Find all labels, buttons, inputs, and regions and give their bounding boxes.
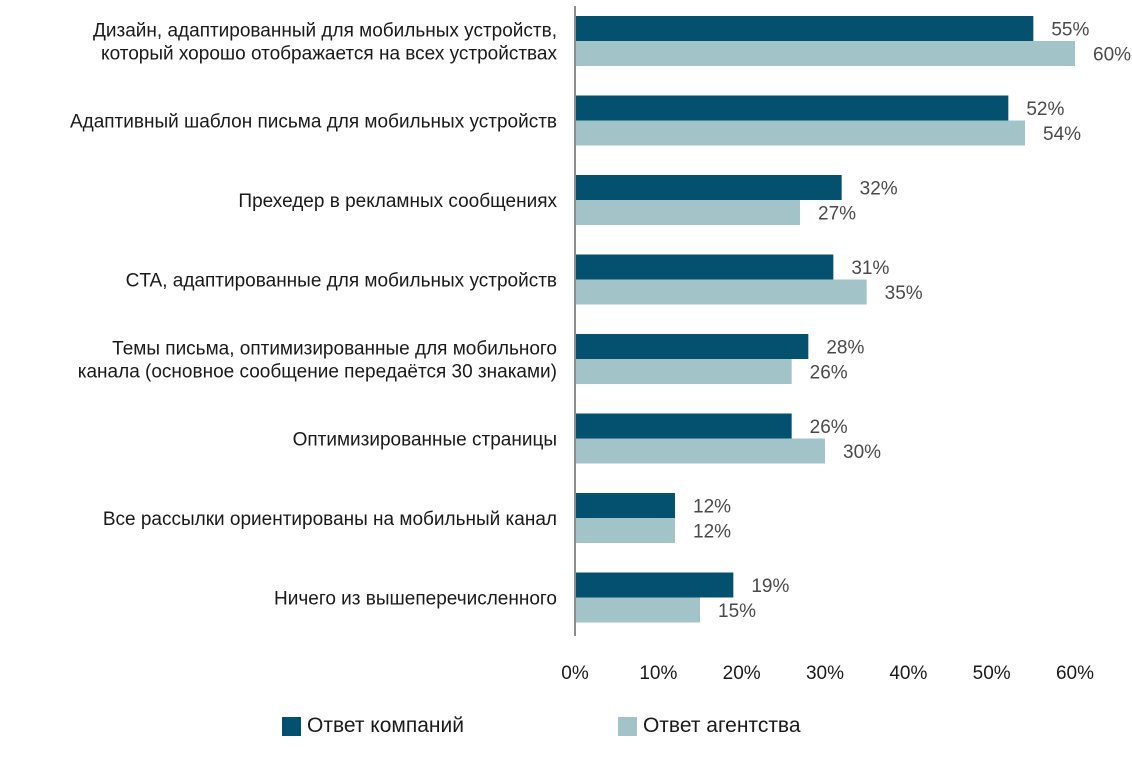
category-label-line: CTA, адаптированные для мобильных устрой…: [126, 271, 557, 292]
category-label-line: который хорошо отображается на всех устр…: [101, 44, 557, 65]
value-label-agency-0: 60%: [1093, 45, 1131, 66]
category-label-3: CTA, адаптированные для мобильных устрой…: [126, 271, 557, 292]
bar-agency-2: [575, 200, 800, 225]
category-label-7: Ничего из вышеперечисленного: [274, 589, 557, 610]
bar-agency-6: [575, 518, 675, 543]
bar-companies-5: [575, 413, 792, 439]
category-label-line: Темы письма, оптимизированные для мобиль…: [112, 339, 557, 360]
category-label-1: Адаптивный шаблон письма для мобильных у…: [70, 112, 557, 133]
category-label-6: Все рассылки ориентированы на мобильный …: [103, 509, 557, 530]
value-label-agency-6: 12%: [693, 522, 731, 543]
x-tick-label-4: 40%: [889, 663, 927, 684]
bar-companies-2: [575, 175, 842, 200]
x-tick-label-5: 50%: [973, 663, 1011, 684]
bar-companies-6: [575, 493, 675, 518]
x-tick-label-0: 0%: [561, 663, 589, 684]
legend-swatch-agency: [617, 716, 637, 736]
bar-agency-1: [575, 120, 1025, 146]
value-label-companies-6: 12%: [693, 497, 731, 518]
value-label-agency-1: 54%: [1043, 124, 1081, 145]
legend: Ответ компаний Ответ агентства: [282, 714, 801, 738]
legend-item-agency: Ответ агентства: [617, 714, 801, 738]
category-label-line: Дизайн, адаптированный для мобильных уст…: [93, 21, 557, 42]
value-label-agency-5: 30%: [843, 442, 881, 463]
category-label-5: Оптимизированные страницы: [293, 430, 557, 451]
value-label-companies-4: 28%: [826, 338, 864, 359]
category-label-line: Прехедер в рекламных сообщениях: [238, 191, 557, 212]
value-label-agency-7: 15%: [718, 601, 756, 622]
category-label-line: Оптимизированные страницы: [293, 430, 557, 451]
x-tick-label-6: 60%: [1056, 663, 1094, 684]
bar-companies-0: [575, 16, 1034, 41]
value-label-agency-4: 26%: [810, 363, 848, 384]
category-label-line: Все рассылки ориентированы на мобильный …: [103, 509, 557, 530]
x-tick-label-1: 10%: [639, 663, 677, 684]
category-label-line: канала (основное сообщение передаётся 30…: [78, 362, 557, 383]
value-label-agency-3: 35%: [885, 283, 923, 304]
value-labels: 55%60% 52% 54% 32%27% 31% 35% 28% 26% 26% 30% 12% 1…: [693, 20, 1131, 623]
value-label-agency-2: 27%: [818, 204, 856, 225]
bar-companies-1: [575, 95, 1009, 121]
value-label-companies-3: 31%: [851, 258, 889, 279]
x-tick-label-2: 20%: [723, 663, 761, 684]
value-label-companies-2: 32%: [860, 179, 898, 200]
value-label-companies-7: 19%: [751, 576, 789, 597]
legend-item-companies: Ответ компаний: [282, 714, 464, 738]
category-label-line: Адаптивный шаблон письма для мобильных у…: [70, 112, 557, 133]
category-label-0: Дизайн, адаптированный для мобильных уст…: [93, 21, 557, 65]
bar-agency-4: [575, 359, 792, 384]
category-label-2: Прехедер в рекламных сообщениях: [238, 191, 557, 212]
bar-companies-3: [575, 254, 834, 280]
legend-label-companies: Ответ компаний: [307, 714, 464, 737]
bar-companies-4: [575, 334, 809, 359]
bars-group: [575, 16, 1075, 623]
legend-label-agency: Ответ агентства: [642, 714, 801, 737]
x-axis-ticks: 0% 10% 20% 30% 40% 50% 60%: [561, 663, 1094, 684]
bar-agency-5: [575, 438, 825, 464]
bar-companies-7: [575, 572, 734, 598]
x-tick-label-3: 30%: [806, 663, 844, 684]
value-label-companies-5: 26%: [810, 417, 848, 438]
category-label-line: Ничего из вышеперечисленного: [274, 589, 557, 610]
legend-swatch-companies: [282, 716, 301, 736]
bar-agency-3: [575, 279, 867, 305]
category-labels: Дизайн, адаптированный для мобильных уст…: [70, 21, 558, 610]
value-label-companies-1: 52%: [1026, 99, 1064, 120]
bar-agency-7: [575, 597, 700, 623]
category-label-4: Темы письма, оптимизированные для мобиль…: [78, 339, 557, 383]
value-label-companies-0: 55%: [1051, 20, 1089, 41]
bar-agency-0: [575, 41, 1075, 66]
